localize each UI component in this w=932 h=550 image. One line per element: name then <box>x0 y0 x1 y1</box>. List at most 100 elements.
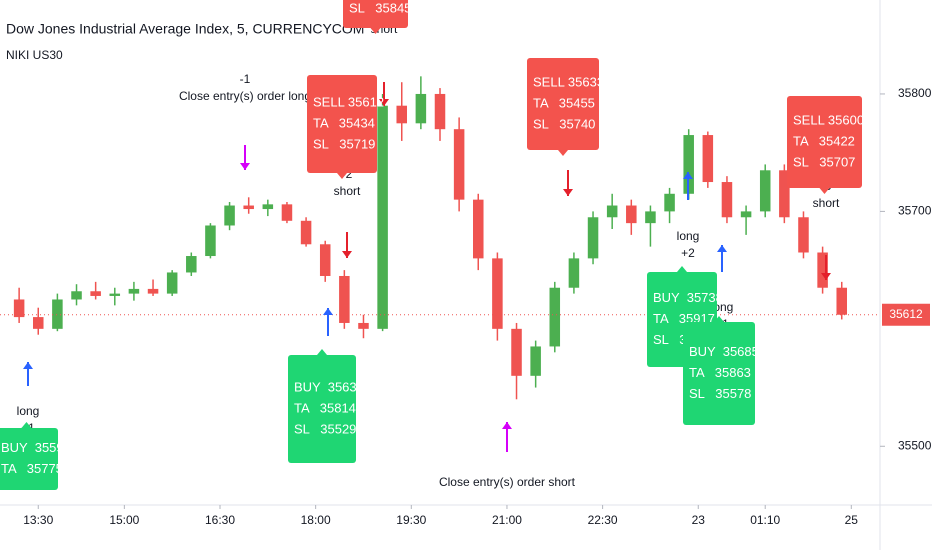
candle-body <box>71 291 82 300</box>
order-box: SELL 35612 TA 35434 SL 35719 <box>307 75 384 179</box>
x-tick-label: 16:30 <box>205 513 235 527</box>
candle-body <box>702 135 714 183</box>
order-box: BUY 35685 TA 35863 SL 35578 <box>683 316 759 425</box>
order-box-pointer <box>558 150 568 156</box>
signal-label: Close entry(s) order long <box>179 89 311 103</box>
candle-body <box>626 205 637 224</box>
order-box-bg <box>343 0 408 28</box>
x-tick-label: 01:10 <box>750 513 780 527</box>
x-tick-label: 13:30 <box>23 513 53 527</box>
order-box-pointer <box>21 422 32 428</box>
x-tick-label: 21:00 <box>492 513 522 527</box>
y-tick-label: 35700 <box>898 204 932 218</box>
order-box: BUY 35597 TA 35775 <box>0 422 71 490</box>
last-price-box <box>882 303 930 326</box>
x-tick-label: 15:00 <box>109 513 139 527</box>
candle-body <box>549 287 561 347</box>
candle-body <box>664 193 675 212</box>
order-line: TA 35422 <box>793 133 855 148</box>
candle-body <box>473 199 484 259</box>
order-box: BUY 35636 TA 35814 SL 35529 <box>288 349 364 463</box>
order-box-bg <box>527 58 599 150</box>
order-box-pointer <box>714 316 724 322</box>
order-box-pointer <box>317 349 327 355</box>
x-tick-label: 22:30 <box>588 513 618 527</box>
order-line: TA 35775 <box>1 461 63 476</box>
candle-body <box>319 244 331 276</box>
chart-title: Dow Jones Industrial Average Index, 5, C… <box>6 21 364 37</box>
order-box: SL 35845 <box>343 0 411 34</box>
candle-body <box>128 288 140 294</box>
order-box-bg <box>787 96 862 188</box>
signal-label: +2 <box>681 246 695 260</box>
order-line: TA 35455 <box>533 95 595 110</box>
candle-body <box>817 252 828 288</box>
order-line: SL 35719 <box>313 136 375 151</box>
signal-arrow-head <box>683 172 693 179</box>
candle-body <box>147 288 159 294</box>
candle-body <box>52 299 63 329</box>
candle-body <box>205 225 216 257</box>
signal-arrow-head <box>23 362 33 369</box>
order-box-bg <box>0 428 58 490</box>
signal-arrow-head <box>240 163 250 170</box>
order-box-pointer <box>337 173 347 179</box>
signal-label: short <box>813 196 840 210</box>
order-line: SL 35707 <box>793 154 855 169</box>
order-line: BUY 35738 <box>653 290 723 305</box>
candle-body <box>109 293 121 296</box>
order-line: SELL 35612 <box>313 94 384 109</box>
candle-body <box>683 135 694 194</box>
candle-body <box>511 328 522 376</box>
candle-body <box>415 93 427 124</box>
candle-body <box>377 105 388 329</box>
candle-body <box>568 258 580 288</box>
candle-body <box>606 205 618 218</box>
candle-body <box>740 211 752 218</box>
order-line: SELL 35600 <box>793 112 864 127</box>
order-line: TA 35863 <box>689 365 751 380</box>
signal-arrow-head <box>821 273 831 280</box>
order-line: SELL 35633 <box>533 74 604 89</box>
candle-body <box>300 220 312 245</box>
order-line: SL 35740 <box>533 116 595 131</box>
order-line: BUY 35685 <box>689 344 759 359</box>
candle-body <box>721 182 733 218</box>
x-tick-label: 23 <box>692 513 706 527</box>
y-tick-label: 35500 <box>898 438 932 452</box>
candle-body <box>798 217 809 253</box>
candle-body <box>166 272 178 294</box>
signal-arrow-head <box>323 308 333 315</box>
candle-body <box>587 217 599 259</box>
x-tick-label: 25 <box>845 513 859 527</box>
order-box-bg <box>683 322 755 425</box>
signal-arrow-head <box>502 422 512 429</box>
candle-body <box>186 256 197 273</box>
signal-label: long <box>17 404 40 418</box>
candle-body <box>836 287 847 315</box>
signal-arrow-head <box>379 99 389 106</box>
candle-body <box>530 346 541 376</box>
order-box-pointer <box>370 28 381 34</box>
candle-body <box>262 204 274 210</box>
signal-arrow-head <box>717 245 727 252</box>
order-line: SL 35578 <box>689 386 751 401</box>
order-line: TA 35814 <box>294 400 356 415</box>
signal-label: short <box>334 184 361 198</box>
candle-body <box>243 205 254 210</box>
x-tick-label: 19:30 <box>396 513 426 527</box>
y-tick-label: 35800 <box>898 86 932 100</box>
x-tick-label: 18:00 <box>301 513 331 527</box>
order-box: SELL 35600 TA 35422 SL 35707 <box>787 96 864 194</box>
order-line: BUY 35636 <box>294 379 364 394</box>
candle-body <box>224 205 235 226</box>
candle-body <box>33 317 44 329</box>
candle-body <box>339 275 350 323</box>
order-line: BUY 35597 <box>1 440 71 455</box>
signal-label: -1 <box>240 72 251 86</box>
signal-arrow-head <box>563 189 573 196</box>
candle-body <box>492 258 503 329</box>
candle-body <box>281 204 293 221</box>
